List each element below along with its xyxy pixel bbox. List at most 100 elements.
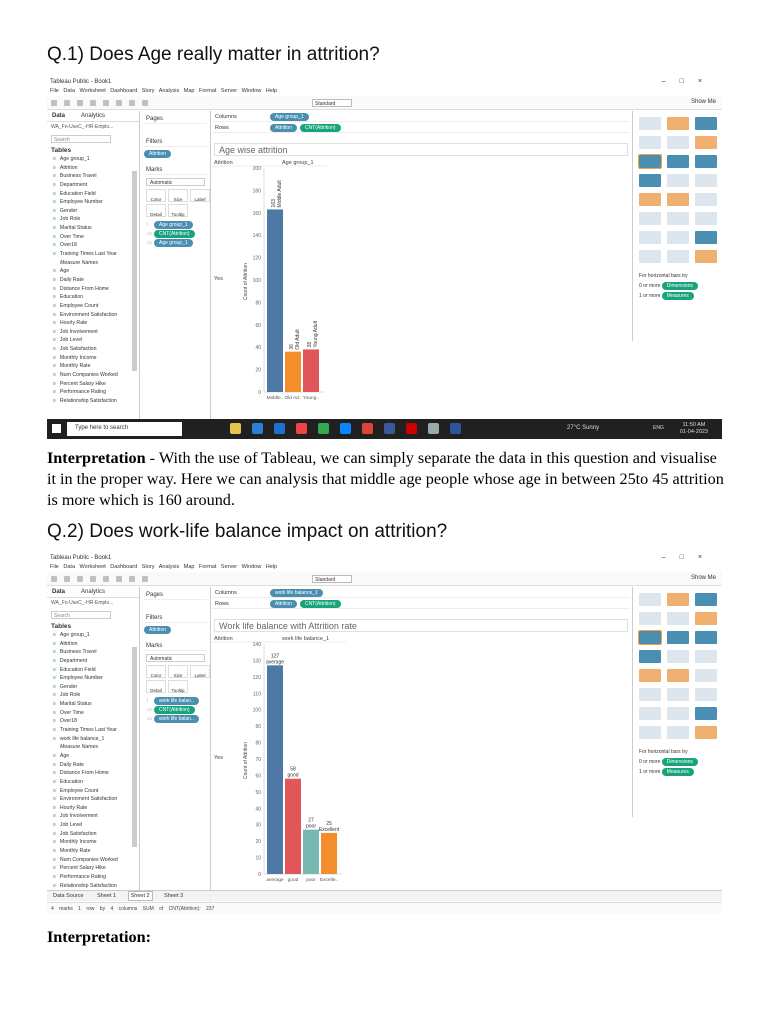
windows-start-icon[interactable] xyxy=(52,424,61,433)
field-item[interactable]: Training Times Last Year xyxy=(53,250,139,259)
save-icon[interactable] xyxy=(77,100,83,106)
mark-type-select[interactable]: Automatic xyxy=(146,178,205,186)
swap-icon[interactable] xyxy=(103,576,109,582)
label-icon[interactable] xyxy=(142,576,148,582)
columns-shelf[interactable]: Columns Age group_1 xyxy=(212,111,630,122)
label-icon[interactable] xyxy=(142,100,148,106)
field-item[interactable]: Job Involvement xyxy=(53,812,139,821)
undo-icon[interactable] xyxy=(64,576,70,582)
field-item[interactable]: Performance Rating xyxy=(53,873,139,882)
label-button[interactable]: Label xyxy=(190,189,210,202)
tab-data[interactable]: Data xyxy=(52,113,66,119)
connection-name[interactable]: WA_Fn-UseC_-HR-Emplo... xyxy=(51,124,114,130)
field-item[interactable]: Attrition xyxy=(53,640,139,649)
field-item[interactable]: Job Satisfaction xyxy=(53,345,139,354)
mark-pill[interactable]: Age group_1 xyxy=(154,221,193,229)
tooltip-button[interactable]: Tooltip xyxy=(168,204,188,217)
chart-type-grid[interactable] xyxy=(633,111,722,269)
pages-card[interactable]: Pages xyxy=(144,115,207,124)
mark-type-select[interactable]: Automatic xyxy=(146,654,205,662)
field-item[interactable]: Daily Rate xyxy=(53,276,139,285)
pages-card[interactable]: Pages xyxy=(144,591,207,600)
mark-pill[interactable]: work life balan.. xyxy=(154,715,199,723)
field-item[interactable]: Age group_1 xyxy=(53,631,139,640)
field-item[interactable]: Gender xyxy=(53,207,139,216)
field-list[interactable]: Age group_1AttritionBusiness TravelDepar… xyxy=(47,631,139,890)
rows-pill[interactable]: CNT(Attrition) xyxy=(299,600,341,608)
columns-pill[interactable]: Age group_1 xyxy=(270,113,309,121)
field-item[interactable]: Gender xyxy=(53,683,139,692)
field-item[interactable]: Daily Rate xyxy=(53,761,139,770)
field-item[interactable]: Environment Satisfaction xyxy=(53,795,139,804)
color-button[interactable]: Color xyxy=(146,665,166,678)
back-icon[interactable] xyxy=(51,100,57,106)
field-item[interactable]: Over18 xyxy=(53,717,139,726)
menu-bar[interactable]: File Data Worksheet Dashboard Story Anal… xyxy=(50,564,278,570)
size-button[interactable]: Size xyxy=(168,665,188,678)
field-item[interactable]: Monthly Income xyxy=(53,838,139,847)
field-item[interactable]: Percent Salary Hike xyxy=(53,380,139,389)
field-item[interactable]: Monthly Income xyxy=(53,354,139,363)
field-item[interactable]: Employee Count xyxy=(53,302,139,311)
field-item[interactable]: Distance From Home xyxy=(53,769,139,778)
clock[interactable]: 11:50 AM 01-04-2023 xyxy=(679,422,708,435)
tab-sheet-3[interactable]: Sheet 3 xyxy=(164,893,184,899)
field-item[interactable]: Training Times Last Year xyxy=(53,726,139,735)
field-item[interactable]: Marital Status xyxy=(53,224,139,233)
field-item[interactable]: Monthly Rate xyxy=(53,847,139,856)
sort-icon[interactable] xyxy=(116,576,122,582)
size-button[interactable]: Size xyxy=(168,189,188,202)
field-item[interactable]: Performance Rating xyxy=(53,388,139,397)
filters-card[interactable]: Filters xyxy=(144,138,207,147)
tab-sheet-2[interactable]: Sheet 2 xyxy=(127,891,153,901)
field-item[interactable]: Age group_1 xyxy=(53,155,139,164)
field-item[interactable]: Employee Number xyxy=(53,674,139,683)
detail-button[interactable]: Detail xyxy=(146,204,166,217)
color-button[interactable]: Color xyxy=(146,189,166,202)
window-controls[interactable]: –□× xyxy=(661,78,716,85)
rows-shelf[interactable]: Rows Attrition CNT(Attrition) xyxy=(212,598,630,609)
field-item[interactable]: Monthly Rate xyxy=(53,362,139,371)
field-item[interactable]: Education Field xyxy=(53,190,139,199)
show-me-button[interactable]: Show Me xyxy=(690,99,716,105)
field-item[interactable]: Job Role xyxy=(53,215,139,224)
field-search-input[interactable]: Search xyxy=(51,611,111,619)
rows-shelf[interactable]: Rows Attrition CNT(Attrition) xyxy=(212,122,630,133)
toolbar[interactable]: Standard Show Me xyxy=(47,96,722,110)
field-item[interactable]: Distance From Home xyxy=(53,285,139,294)
field-item[interactable]: Age xyxy=(53,752,139,761)
columns-pill[interactable]: work life balance_1 xyxy=(270,589,323,597)
columns-shelf[interactable]: Columns work life balance_1 xyxy=(212,587,630,598)
mark-pill[interactable]: work life balan.. xyxy=(154,697,199,705)
undo-icon[interactable] xyxy=(64,100,70,106)
field-item[interactable]: Education xyxy=(53,293,139,302)
mark-pill[interactable]: Age group_1 xyxy=(154,239,193,247)
field-item[interactable]: Num Companies Worked xyxy=(53,371,139,380)
save-icon[interactable] xyxy=(77,576,83,582)
taskbar-search-input[interactable]: Type here to search xyxy=(67,422,182,436)
weather-widget[interactable]: 27°C Sunny xyxy=(567,425,600,431)
sort-icon[interactable] xyxy=(116,100,122,106)
field-item[interactable]: Attrition xyxy=(53,164,139,173)
field-item[interactable]: Over Time xyxy=(53,233,139,242)
field-item[interactable]: Job Involvement xyxy=(53,328,139,337)
bar-chart[interactable]: Attrition Age group_1 Yes Count of Attritio… xyxy=(212,156,630,406)
scrollbar[interactable] xyxy=(132,171,137,371)
fit-select[interactable]: Standard xyxy=(312,99,352,107)
highlight-icon[interactable] xyxy=(129,100,135,106)
field-item[interactable]: Department xyxy=(53,181,139,190)
field-item[interactable]: Job Level xyxy=(53,821,139,830)
field-item[interactable]: Relationship Satisfaction xyxy=(53,882,139,891)
rows-pill[interactable]: Attrition xyxy=(270,600,297,608)
filter-pill[interactable]: Attrition xyxy=(144,150,171,158)
field-item[interactable]: Hourly Rate xyxy=(53,319,139,328)
tab-data-source[interactable]: Data Source xyxy=(53,893,84,899)
field-item[interactable]: Over Time xyxy=(53,709,139,718)
tab-sheet-1[interactable]: Sheet 1 xyxy=(97,893,117,899)
new-sheet-icon[interactable] xyxy=(90,100,96,106)
swap-icon[interactable] xyxy=(103,100,109,106)
field-item[interactable]: Business Travel xyxy=(53,172,139,181)
field-item[interactable]: Job Role xyxy=(53,691,139,700)
mark-pill[interactable]: CNT(Attrition) xyxy=(154,706,195,714)
tab-analytics[interactable]: Analytics xyxy=(81,113,106,119)
